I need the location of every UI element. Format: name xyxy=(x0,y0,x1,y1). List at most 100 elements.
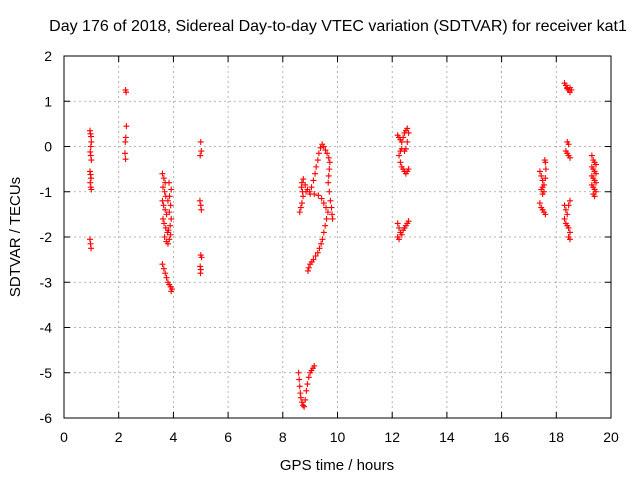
data-point xyxy=(300,402,307,409)
data-point xyxy=(160,202,167,209)
data-point xyxy=(311,362,318,369)
x-tick-label: 2 xyxy=(115,429,123,445)
data-point xyxy=(305,374,312,381)
data-point xyxy=(298,179,305,186)
y-tick-label: -5 xyxy=(40,365,53,381)
data-point xyxy=(315,150,322,157)
data-point xyxy=(87,143,94,150)
y-tick-label: -2 xyxy=(40,229,53,245)
data-point xyxy=(88,133,95,140)
data-point xyxy=(324,209,331,216)
y-tick-label: 1 xyxy=(44,93,52,109)
data-point xyxy=(405,129,412,136)
data-point xyxy=(542,211,549,218)
data-point xyxy=(566,89,573,96)
data-point xyxy=(159,261,166,268)
data-point xyxy=(329,215,336,222)
data-point xyxy=(163,274,170,281)
data-point xyxy=(540,188,547,195)
data-point xyxy=(565,224,572,231)
data-point xyxy=(168,215,175,222)
data-point xyxy=(323,204,330,211)
data-points xyxy=(86,80,599,410)
data-point xyxy=(592,170,599,177)
data-point xyxy=(541,157,548,164)
data-point xyxy=(397,159,404,166)
data-point xyxy=(160,265,167,272)
data-point xyxy=(322,222,329,229)
data-point xyxy=(394,220,401,227)
data-point xyxy=(404,125,411,132)
data-point xyxy=(166,193,173,200)
data-point xyxy=(164,240,171,247)
data-point xyxy=(592,161,599,168)
data-point xyxy=(318,195,325,202)
data-point xyxy=(122,138,129,145)
y-tick-label: -3 xyxy=(40,274,53,290)
data-point xyxy=(298,200,305,207)
data-point xyxy=(301,403,308,410)
data-point xyxy=(539,184,546,191)
x-tick-labels: 0 2 4 6 8 10 12 14 16 18 20 xyxy=(60,429,619,445)
x-axis-label: GPS time / hours xyxy=(280,457,394,474)
y-tick-label: 0 xyxy=(44,139,52,155)
data-point xyxy=(298,399,305,406)
x-tick-label: 4 xyxy=(170,429,178,445)
data-point xyxy=(320,143,327,150)
data-point xyxy=(167,222,174,229)
data-point xyxy=(123,89,130,96)
data-point xyxy=(397,148,404,155)
data-point xyxy=(296,376,303,383)
data-point xyxy=(159,197,166,204)
y-tick-label: -6 xyxy=(40,410,53,426)
data-point xyxy=(324,150,331,157)
data-point xyxy=(328,204,335,211)
data-point xyxy=(398,231,405,238)
x-tick-label: 18 xyxy=(549,429,565,445)
data-point xyxy=(197,152,204,159)
data-point xyxy=(159,170,166,177)
data-point xyxy=(167,202,174,209)
y-tick-labels: -6 -5 -4 -3 -2 -1 0 1 2 xyxy=(40,48,53,426)
x-tick-label: 12 xyxy=(384,429,400,445)
data-point xyxy=(564,85,571,92)
data-point xyxy=(303,188,310,195)
data-point xyxy=(167,231,174,238)
data-point xyxy=(314,157,321,164)
y-tick-label: 2 xyxy=(44,48,52,64)
data-point xyxy=(166,209,173,216)
data-point xyxy=(566,197,573,204)
data-point xyxy=(304,267,311,274)
data-point xyxy=(311,191,318,198)
data-point xyxy=(405,218,412,225)
data-point xyxy=(308,184,315,191)
data-point xyxy=(88,175,95,182)
data-point xyxy=(198,254,205,261)
data-point xyxy=(302,396,309,403)
data-point xyxy=(296,209,303,216)
data-point xyxy=(162,206,169,213)
data-point xyxy=(325,172,332,179)
data-point xyxy=(326,188,333,195)
data-point xyxy=(164,197,171,204)
x-tick-label: 14 xyxy=(439,429,455,445)
data-point xyxy=(160,215,167,222)
data-point xyxy=(304,381,311,388)
data-point xyxy=(398,138,405,145)
x-tick-label: 10 xyxy=(330,429,346,445)
data-point xyxy=(165,227,172,234)
data-point xyxy=(160,175,167,182)
y-axis-label: SDTVAR / TECUs xyxy=(7,177,24,297)
data-point xyxy=(166,179,173,186)
data-point xyxy=(326,166,333,173)
data-point xyxy=(197,270,204,277)
x-tick-label: 20 xyxy=(603,429,619,445)
data-point xyxy=(310,177,317,184)
data-point xyxy=(305,264,312,271)
data-point xyxy=(318,240,325,247)
data-point xyxy=(314,249,321,256)
data-point xyxy=(564,211,571,218)
data-point xyxy=(396,236,403,243)
data-point xyxy=(562,206,569,213)
